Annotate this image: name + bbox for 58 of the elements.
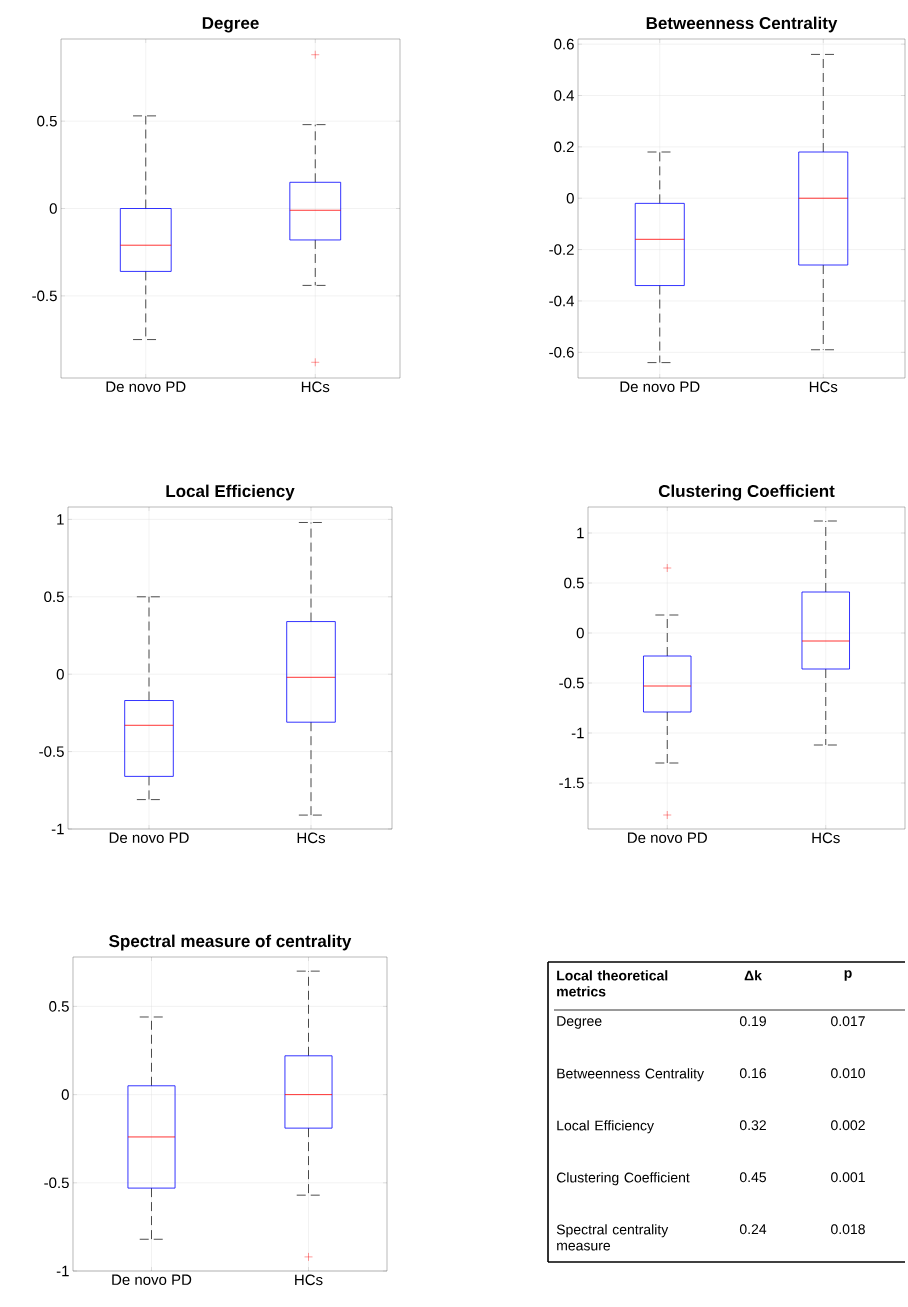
x-tick-label: HCs — [295, 1274, 323, 1286]
data-label: 0.017 — [831, 1016, 865, 1027]
x-tick-label: De novo PD — [106, 381, 186, 392]
data-label: 0.24 — [739, 1224, 767, 1235]
y-tick-label: 0.6 — [554, 38, 574, 50]
data-label: 0.001 — [831, 1172, 865, 1183]
chart-title: Local Efficiency — [166, 484, 295, 501]
x-tick-label: De novo PD — [628, 832, 707, 844]
y-tick-label: -1 — [571, 727, 584, 739]
y-tick-label: 0.4 — [554, 90, 575, 101]
data-label: 0.19 — [739, 1016, 766, 1027]
y-tick-label: -0.5 — [44, 1177, 69, 1189]
y-tick-label: -0.5 — [559, 677, 584, 689]
y-tick-label: 0.5 — [564, 577, 584, 589]
data-label: 0.16 — [739, 1068, 767, 1079]
data-label: 0.010 — [831, 1068, 865, 1079]
y-tick-label: 0 — [61, 1089, 69, 1100]
data-label: 0.32 — [739, 1120, 766, 1131]
x-tick-label: HCs — [301, 381, 330, 393]
data-label: 0.018 — [831, 1224, 865, 1235]
y-tick-label: -1.5 — [559, 777, 584, 789]
text: Local theoretical metrics — [557, 970, 668, 997]
y-tick-label: -0.5 — [32, 290, 57, 302]
y-tick-label: -0.2 — [549, 244, 574, 255]
category-label: Betweenness Centrality — [557, 1068, 705, 1082]
category-label: Spectral centrality measure — [556, 1224, 669, 1251]
y-tick-label: 0.5 — [44, 591, 64, 603]
category-label: Clustering Coefficient — [556, 1172, 690, 1186]
y-tick-label: -0.6 — [549, 347, 574, 358]
chart-title: Degree — [202, 17, 259, 33]
category-label: Degree — [557, 1016, 602, 1029]
y-tick-label: 0 — [576, 627, 584, 639]
x-tick-label: HCs — [809, 381, 838, 393]
chart-title: Clustering Coefficient — [658, 484, 835, 501]
y-tick-label: 0 — [566, 192, 574, 204]
chart-title: Spectral measure of centrality — [109, 934, 352, 951]
chart-title: Betweenness Centrality — [646, 16, 838, 33]
x-tick-label: HCs — [297, 832, 326, 844]
y-tick-label: -1 — [56, 1265, 69, 1277]
x-tick-label: De novo PD — [109, 832, 189, 843]
y-tick-label: -1 — [51, 823, 64, 835]
y-tick-label: -0.5 — [39, 746, 64, 757]
data-label: 0.002 — [831, 1120, 865, 1131]
y-tick-label: 0 — [56, 668, 64, 680]
x-tick-label: De novo PD — [112, 1274, 192, 1286]
y-tick-label: 0.5 — [49, 1001, 69, 1012]
y-tick-label: 0.5 — [37, 115, 57, 127]
category-label: Local Efficiency — [557, 1120, 654, 1134]
x-tick-label: De novo PD — [620, 381, 700, 392]
x-tick-label: HCs — [812, 832, 840, 844]
y-tick-label: 1 — [57, 514, 64, 525]
y-tick-label: -0.4 — [549, 295, 575, 307]
text: Δk — [744, 970, 762, 981]
text: p — [844, 970, 852, 981]
y-tick-label: 0 — [49, 203, 57, 214]
y-tick-label: 1 — [577, 527, 584, 539]
data-label: 0.45 — [739, 1172, 767, 1183]
y-tick-label: 0.2 — [554, 141, 574, 153]
